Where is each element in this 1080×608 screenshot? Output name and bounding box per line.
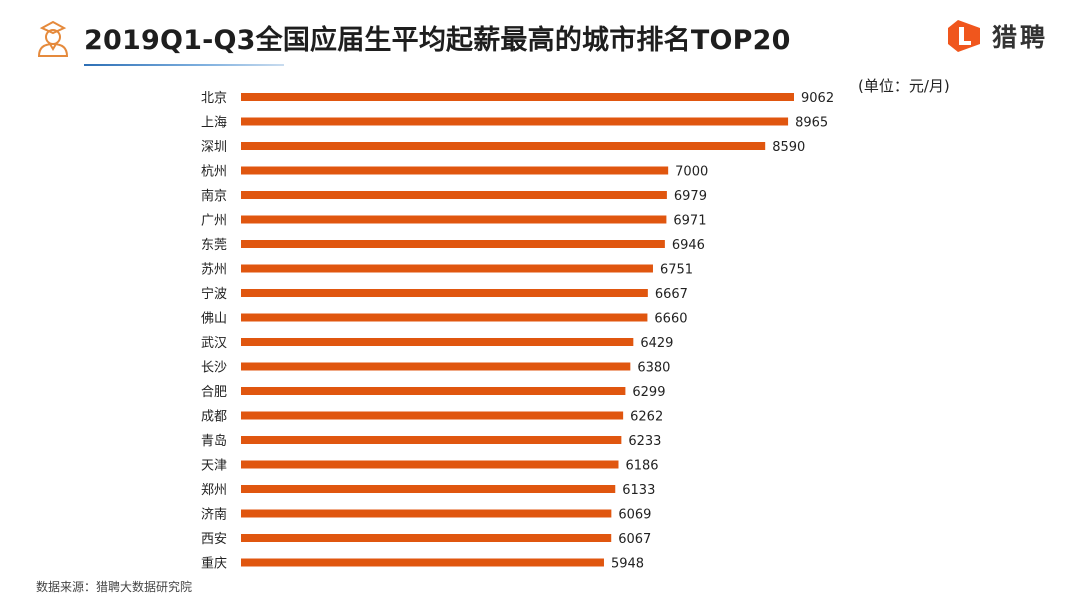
category-label: 深圳	[201, 140, 227, 155]
page-title: 2019Q1-Q3全国应届生平均起薪最高的城市排名TOP20	[84, 25, 791, 56]
value-label: 6262	[630, 410, 663, 425]
liepin-logo-icon	[947, 20, 980, 52]
liepin-logo: 猎聘	[946, 18, 1048, 54]
category-label: 上海	[201, 116, 227, 131]
category-label: 青岛	[201, 433, 227, 449]
bar	[241, 460, 619, 469]
bar	[241, 142, 766, 150]
category-label: 武汉	[201, 336, 227, 351]
category-label: 济南	[201, 507, 227, 523]
bar	[241, 558, 604, 567]
value-label: 6299	[632, 385, 665, 400]
bar	[241, 93, 794, 101]
bar	[241, 436, 622, 444]
bar	[241, 338, 634, 346]
bar	[241, 509, 612, 518]
bar	[241, 289, 648, 297]
category-label: 长沙	[201, 361, 227, 376]
category-label: 北京	[201, 91, 227, 106]
value-label: 6667	[655, 287, 688, 302]
category-label: 广州	[201, 214, 227, 229]
category-label: 苏州	[201, 262, 227, 278]
value-label: 6380	[637, 361, 670, 376]
value-label: 8965	[795, 116, 828, 131]
category-label: 合肥	[201, 385, 227, 400]
value-label: 6186	[625, 459, 658, 474]
value-label: 5948	[611, 557, 644, 572]
category-label: 宁波	[201, 286, 227, 302]
value-label: 6971	[673, 214, 706, 229]
value-label: 9062	[801, 91, 834, 106]
value-label: 6660	[654, 312, 687, 327]
category-label: 杭州	[201, 165, 227, 180]
bar	[241, 215, 667, 224]
bar	[241, 264, 653, 273]
unit-label: (单位：元/月)	[858, 77, 950, 95]
value-label: 6946	[672, 238, 705, 253]
bar	[241, 362, 631, 371]
category-label: 佛山	[201, 312, 227, 327]
category-label: 天津	[201, 459, 227, 474]
bar	[241, 117, 789, 126]
bar	[241, 387, 626, 395]
value-label: 6429	[640, 336, 673, 351]
category-label: 南京	[201, 188, 227, 204]
bar	[241, 191, 667, 199]
value-label: 6233	[628, 434, 661, 449]
bar	[241, 166, 669, 175]
category-label: 重庆	[201, 556, 227, 572]
value-label: 7000	[675, 165, 708, 180]
category-label: 成都	[201, 410, 227, 425]
category-label: 郑州	[201, 483, 227, 498]
category-label: 东莞	[201, 238, 227, 253]
bar	[241, 411, 624, 420]
graduate-icon	[37, 20, 69, 57]
bar	[241, 313, 648, 322]
logo-text: 猎聘	[991, 23, 1048, 52]
bar	[241, 534, 612, 542]
bar	[241, 485, 616, 493]
data-source: 数据来源：猎聘大数据研究院	[36, 580, 193, 594]
category-label: 西安	[201, 532, 227, 547]
value-label: 6751	[660, 263, 693, 278]
value-label: 6067	[618, 532, 651, 547]
title-underline	[84, 64, 284, 66]
value-label: 8590	[772, 140, 805, 155]
value-label: 6069	[618, 508, 651, 523]
value-label: 6133	[622, 483, 655, 498]
value-label: 6979	[674, 189, 707, 204]
bar	[241, 240, 665, 248]
